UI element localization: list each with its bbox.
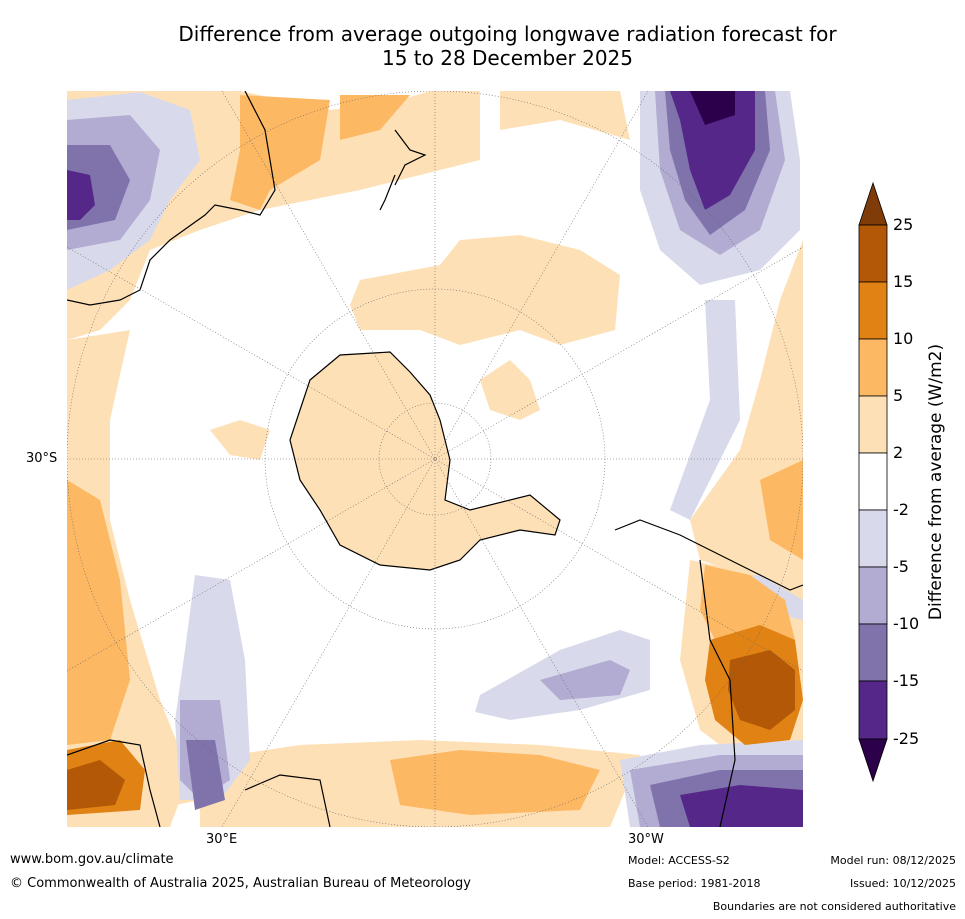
coastline-new-zealand-north xyxy=(394,129,427,186)
colorbar-title: Difference from average (W/m2) xyxy=(926,343,946,621)
issued-date: Issued: 10/12/2025 xyxy=(849,877,956,890)
colorbar-bin-5-10 xyxy=(858,338,888,397)
region-sa-brown xyxy=(728,650,795,730)
region-se-purple-15 xyxy=(680,785,803,827)
region-west-purple-15 xyxy=(67,170,95,220)
region-south-purple-5 xyxy=(540,660,630,700)
meridian-6 xyxy=(67,246,803,672)
colorbar-bin-2-5 xyxy=(858,395,888,454)
anomaly-neg15-to-neg25-regions xyxy=(67,91,803,827)
colorbar-bin-neg5-neg10 xyxy=(858,566,888,625)
region-south-orange-5 xyxy=(390,750,600,815)
coastlines xyxy=(67,91,803,827)
region-sw-brown xyxy=(67,760,125,810)
region-east-strip xyxy=(670,300,740,520)
longitude-label-30w: 30°W xyxy=(628,832,664,847)
region-nw-orange-5 xyxy=(230,95,330,210)
coastline-antarctica xyxy=(289,351,561,571)
region-south-atlantic-patch xyxy=(480,360,540,420)
colorbar-bin-15-25 xyxy=(858,224,888,283)
anomaly-5-to-10-regions xyxy=(67,95,803,815)
colorbar-bin-neg15-neg25 xyxy=(858,680,888,740)
region-n-orange-5 xyxy=(340,95,410,140)
anomaly-below-neg25-regions xyxy=(690,91,735,125)
model-name: Model: ACCESS-S2 xyxy=(628,854,730,867)
map-title: Difference from average outgoing longwav… xyxy=(60,22,955,70)
region-west-orange-5 xyxy=(67,480,130,745)
coastline-new-zealand-south xyxy=(379,174,396,211)
colorbar-bottom-arrow xyxy=(858,738,888,783)
copyright-text: © Commonwealth of Australia 2025, Austra… xyxy=(10,876,471,891)
anomaly-15-to-25-regions xyxy=(67,650,795,810)
colorbar-bin-neutral xyxy=(858,452,888,511)
boundary-disclaimer: Boundaries are not considered authoritat… xyxy=(712,900,956,913)
colorbar-tick: -15 xyxy=(893,671,920,690)
colorbar-tick: 15 xyxy=(893,272,914,291)
title-line-1: Difference from average outgoing longwav… xyxy=(178,22,837,46)
colorbar-tick: -25 xyxy=(893,729,920,748)
colorbar-tick: 25 xyxy=(893,215,914,234)
colorbar xyxy=(858,181,888,783)
graticule xyxy=(67,91,803,827)
region-ne-purple-15 xyxy=(670,91,755,210)
base-period: Base period: 1981-2018 xyxy=(628,877,761,890)
region-ne-orange xyxy=(500,91,630,140)
region-central-cloud xyxy=(350,235,620,345)
coastline-south-america xyxy=(614,519,803,827)
latitude-label: 30°S xyxy=(26,451,58,466)
model-run-date: Model run: 08/12/2025 xyxy=(830,854,956,867)
longitude-label-30e: 30°E xyxy=(206,832,238,847)
colorbar-tick: -10 xyxy=(893,614,920,633)
colorbar-bin-neg10-neg15 xyxy=(858,623,888,682)
region-sw-purple-10 xyxy=(186,740,225,810)
colorbar-top-arrow xyxy=(858,181,888,226)
colorbar-bin-10-15 xyxy=(858,281,888,340)
coastline-africa xyxy=(67,739,331,827)
antarctica-orange xyxy=(290,352,560,570)
meridian-3 xyxy=(221,91,649,827)
title-line-2: 15 to 28 December 2025 xyxy=(381,46,633,70)
colorbar-bin-neg2-neg5 xyxy=(858,509,888,568)
meridian-5 xyxy=(67,246,803,672)
colorbar-tick: 2 xyxy=(893,443,904,462)
website-link[interactable]: www.bom.gov.au/climate xyxy=(10,852,174,867)
colorbar-tick: 10 xyxy=(893,329,914,348)
colorbar-tick: 5 xyxy=(893,386,904,405)
map-plot-area xyxy=(67,91,803,827)
region-indian-patch xyxy=(210,420,270,460)
region-east-orange-5 xyxy=(760,460,803,560)
region-ne-purple-25 xyxy=(690,91,735,125)
meridian-4 xyxy=(221,91,649,827)
colorbar-tick: -2 xyxy=(893,500,909,519)
coastline-australia xyxy=(67,91,276,306)
colorbar-tick: -5 xyxy=(893,557,909,576)
